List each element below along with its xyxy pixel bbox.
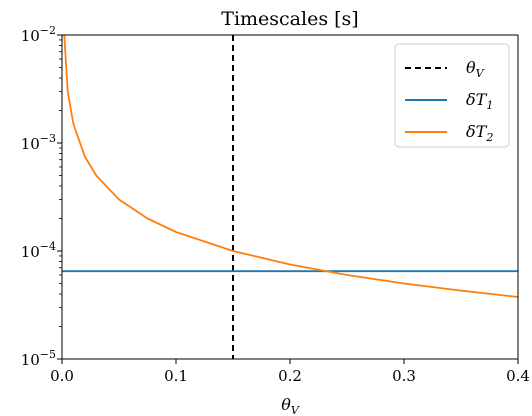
x-tick-label: 0.0 <box>50 367 74 385</box>
legend-label: δT2 <box>466 122 493 144</box>
x-axis-label: θV <box>281 395 300 416</box>
legend: θV δT1 δT2 <box>394 43 510 148</box>
y-tick-label: 10−3 <box>21 132 56 153</box>
x-tick-label: 0.3 <box>392 367 416 385</box>
y-tick-label: 10−2 <box>21 24 56 45</box>
legend-box <box>394 43 510 148</box>
series-layer <box>62 34 519 359</box>
ticks-layer: 0.0 0.1 0.2 0.3 0.4 10−5 10−4 10−3 10−2 <box>21 24 530 385</box>
legend-label: δT1 <box>466 90 493 112</box>
y-tick-label: 10−5 <box>21 348 56 369</box>
x-tick-label: 0.1 <box>164 367 188 385</box>
series-dt2-curve <box>63 34 519 298</box>
chart-title: Timescales [s] <box>221 8 358 30</box>
y-tick-label: 10−4 <box>21 240 56 261</box>
plot-frame <box>61 34 519 360</box>
x-tick-label: 0.2 <box>278 367 302 385</box>
x-tick-label: 0.4 <box>506 367 530 385</box>
legend-label: θV <box>466 58 485 80</box>
